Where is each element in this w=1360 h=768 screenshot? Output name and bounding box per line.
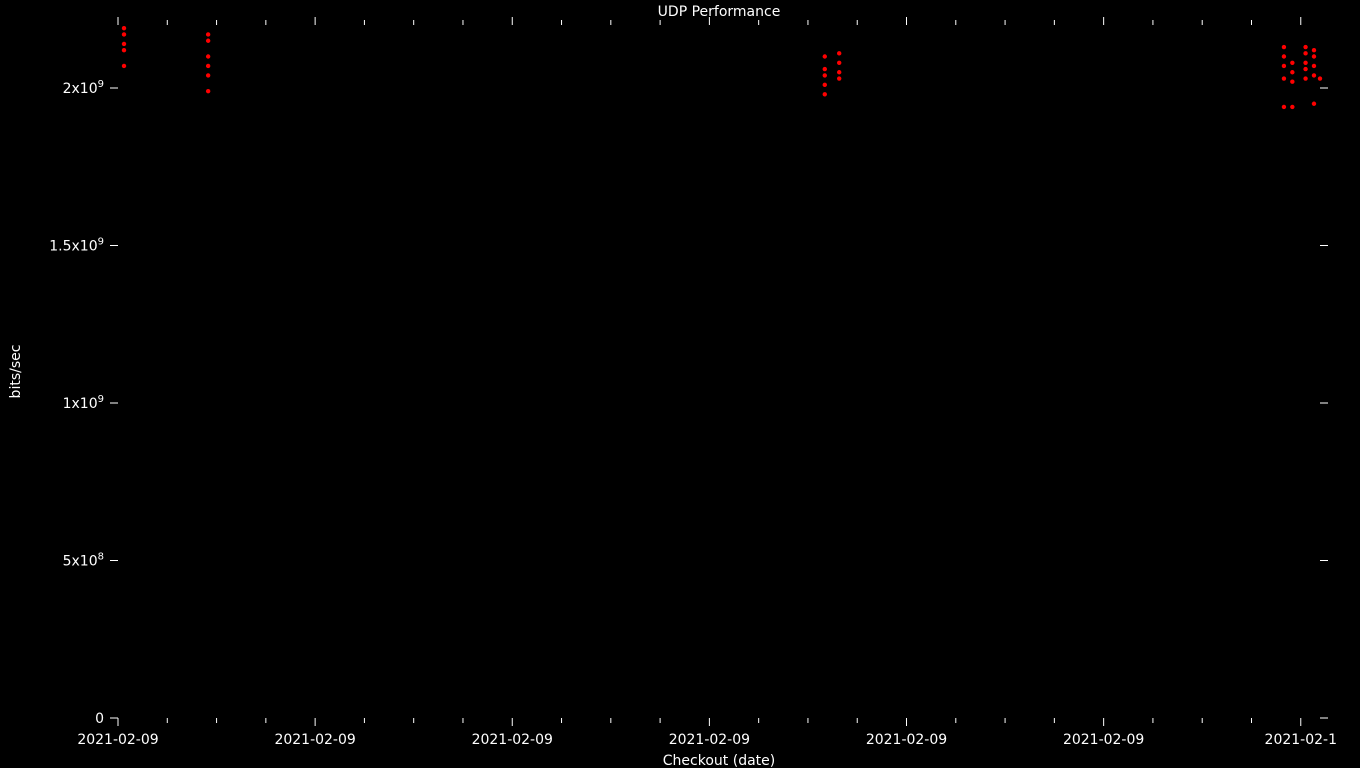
data-point [1303, 45, 1307, 49]
data-point [1312, 48, 1316, 52]
y-axis-label: bits/sec [8, 345, 24, 399]
data-point [823, 92, 827, 96]
data-point [1282, 45, 1286, 49]
data-point [206, 54, 210, 58]
x-axis-label: Checkout (date) [663, 753, 775, 768]
data-point [206, 39, 210, 43]
data-point [1290, 80, 1294, 84]
data-point [837, 76, 841, 80]
data-point [206, 64, 210, 68]
svg-text:2021-02-09: 2021-02-09 [472, 732, 553, 748]
svg-text:2021-02-09: 2021-02-09 [669, 732, 750, 748]
svg-text:0: 0 [95, 711, 104, 727]
svg-text:2021-02-09: 2021-02-09 [274, 732, 355, 748]
data-point [122, 32, 126, 36]
chart-background [0, 0, 1360, 768]
data-point [837, 61, 841, 65]
data-point [823, 54, 827, 58]
data-point [1303, 67, 1307, 71]
data-point [206, 73, 210, 77]
data-point [823, 67, 827, 71]
data-point [1282, 64, 1286, 68]
data-point [1282, 105, 1286, 109]
data-point [1312, 73, 1316, 77]
data-point [823, 73, 827, 77]
svg-text:1.5x109: 1.5x109 [49, 237, 104, 255]
data-point [1312, 54, 1316, 58]
data-point [1303, 76, 1307, 80]
data-point [1303, 61, 1307, 65]
svg-text:2021-02-1: 2021-02-1 [1265, 732, 1337, 748]
data-point [206, 32, 210, 36]
data-point [823, 83, 827, 87]
data-point [122, 64, 126, 68]
svg-text:2021-02-09: 2021-02-09 [77, 732, 158, 748]
chart-title: UDP Performance [658, 4, 781, 20]
data-point [206, 89, 210, 93]
data-point [837, 51, 841, 55]
data-point [1290, 70, 1294, 74]
data-point [1318, 76, 1322, 80]
data-point [1282, 76, 1286, 80]
data-point [1290, 61, 1294, 65]
data-point [122, 42, 126, 46]
svg-text:2021-02-09: 2021-02-09 [866, 732, 947, 748]
data-point [1312, 64, 1316, 68]
data-point [837, 70, 841, 74]
data-point [1282, 54, 1286, 58]
svg-text:2021-02-09: 2021-02-09 [1063, 732, 1144, 748]
data-point [122, 26, 126, 30]
data-point [1290, 105, 1294, 109]
data-point [1303, 51, 1307, 55]
udp-performance-chart: UDP Performance Checkout (date) bits/sec… [0, 0, 1360, 768]
data-point [122, 48, 126, 52]
data-point [1312, 102, 1316, 106]
